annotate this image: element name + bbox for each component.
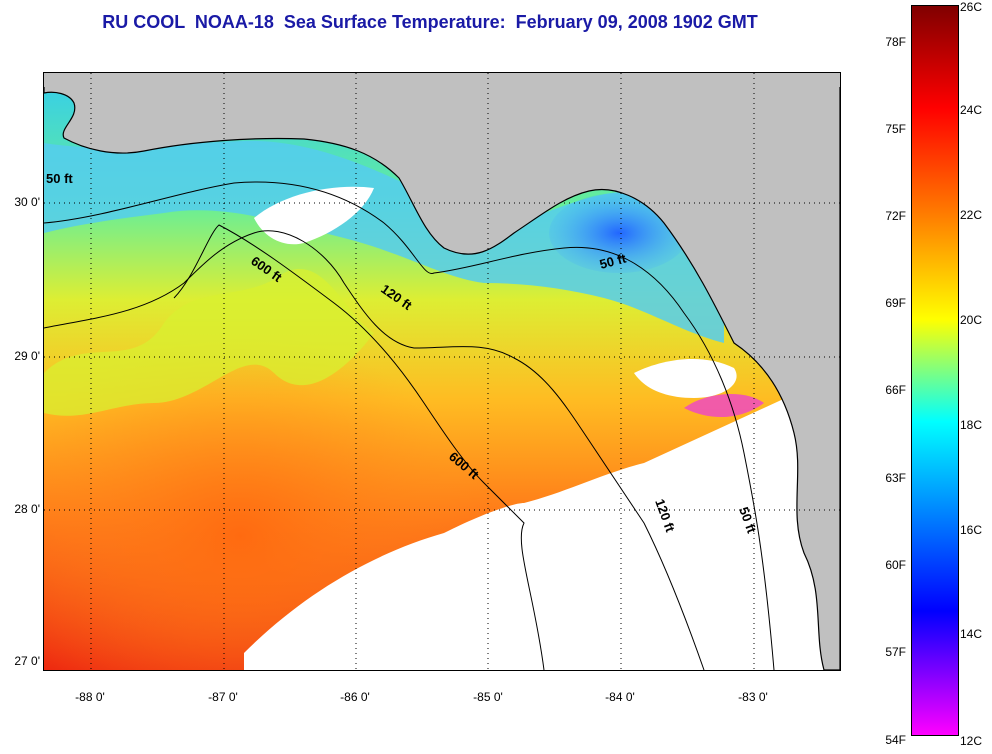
depth-contours (44, 181, 775, 670)
lon-label-86: -86 0' (340, 690, 370, 704)
colorbar-label-26c: 26C (960, 0, 983, 14)
colorbar-label-54f: 54F (885, 733, 906, 747)
lat-label-28: 28 0' (14, 502, 40, 516)
colorbar-label-66f: 66F (885, 383, 906, 397)
colorbar-label-60f: 60F (885, 558, 906, 572)
cloud-mask-south (244, 373, 840, 670)
cool-plume (44, 268, 374, 416)
cool-coastal-water (44, 140, 724, 343)
colorbar-label-16c: 16C (960, 523, 983, 537)
lat-label-27: 27 0' (14, 654, 40, 668)
colorbar-label-18c: 18C (960, 418, 983, 432)
contour-label-50ft-bay: 50 ft (598, 250, 628, 272)
temperature-colorbar (911, 5, 959, 736)
land-top (44, 73, 840, 87)
lat-label-29: 29 0' (14, 349, 40, 363)
colorbar-label-69f: 69F (885, 296, 906, 310)
colorbar-label-72f: 72F (885, 209, 906, 223)
cold-patch-magenta (684, 393, 764, 418)
colorbar-label-22c: 22C (960, 208, 983, 222)
lon-label-84: -84 0' (605, 690, 635, 704)
colorbar-label-63f: 63F (885, 471, 906, 485)
lon-label-88: -88 0' (75, 690, 105, 704)
cold-bay-water (549, 193, 689, 273)
lon-label-87: -87 0' (208, 690, 238, 704)
colorbar-label-57f: 57F (885, 645, 906, 659)
cloud-mask-north (254, 186, 374, 245)
colorbar-label-24c: 24C (960, 103, 983, 117)
colorbar-label-20c: 20C (960, 313, 983, 327)
colorbar-label-12c: 12C (960, 734, 983, 748)
colorbar-label-14c: 14C (960, 627, 983, 641)
colorbar-label-75f: 75F (885, 122, 906, 136)
contour-label-50ft-west: 50 ft (46, 171, 73, 186)
colorbar-label-78f: 78F (885, 35, 906, 49)
lon-label-83: -83 0' (738, 690, 768, 704)
lat-label-30: 30 0' (14, 195, 40, 209)
lon-label-85: -85 0' (473, 690, 503, 704)
sst-map-canvas: 50 ft 600 ft 120 ft 50 ft 600 ft 120 ft … (44, 73, 840, 670)
chart-title: RU COOL NOAA-18 Sea Surface Temperature:… (102, 12, 758, 32)
cloud-mask-east (634, 358, 737, 398)
land-mass (44, 73, 840, 670)
sst-map: 50 ft 600 ft 120 ft 50 ft 600 ft 120 ft … (43, 72, 841, 671)
